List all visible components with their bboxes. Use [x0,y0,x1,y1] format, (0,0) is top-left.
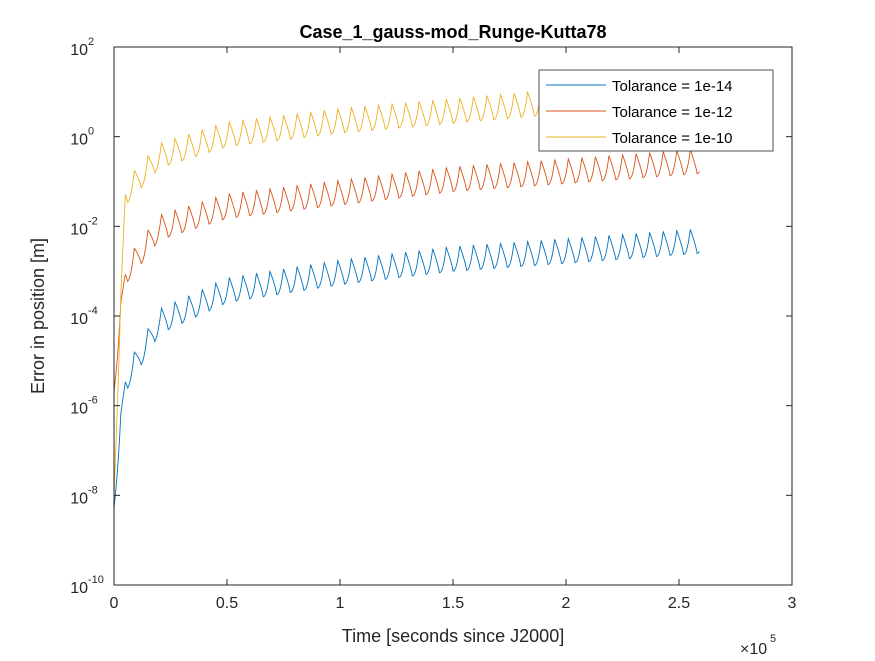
series-line-1 [113,149,700,393]
x-tick-label: 2 [562,595,571,612]
y-tick-exponent: 0 [88,126,94,138]
y-tick-base: 10 [70,311,88,328]
x-tick-label: 3 [788,595,797,612]
legend: Tolarance = 1e-14 Tolarance = 1e-12 Tolara… [538,69,774,152]
y-tick-base: 10 [70,132,88,149]
y-tick-label: 10 0 [70,126,94,149]
y-tick-base: 10 [70,42,88,59]
y-tick-exponent: -4 [88,305,98,317]
y-tick-exponent: -6 [88,395,98,407]
y-axis-label: Error in position [m] [28,238,48,394]
y-tick-base: 10 [70,580,88,597]
x-multiplier-base: ×10 [740,641,767,656]
y-tick-exponent: -8 [88,484,98,496]
y-tick-label: 10 -10 [70,574,104,597]
x-tick-label: 0 [110,595,119,612]
x-tick-label: 2.5 [668,595,690,612]
x-tick-label: 1.5 [442,595,464,612]
y-tick-exponent: -2 [88,215,98,227]
legend-label: Tolarance = 1e-10 [612,130,733,147]
legend-label: Tolarance = 1e-12 [612,104,733,121]
y-tick-base: 10 [70,490,88,507]
y-tick-label: 10 -6 [70,395,98,418]
y-tick-base: 10 [70,221,88,238]
x-axis-label: Time [seconds since J2000] [342,626,564,646]
x-multiplier: ×10 5 [740,633,776,658]
x-multiplier-exponent: 5 [770,633,776,645]
y-tick-exponent: -10 [88,574,104,586]
y-tick-base: 10 [70,401,88,418]
chart-title: Case_1_gauss-mod_Runge-Kutta78 [299,22,606,42]
y-tick-label: 10 -8 [70,484,98,507]
series-line-0 [113,229,700,509]
y-tick-label: 10 -2 [70,215,98,238]
x-tick-label: 0.5 [216,595,238,612]
legend-label: Tolarance = 1e-14 [612,78,733,95]
y-tick-label: 10 2 [70,36,94,59]
y-tick-exponent: 2 [88,36,94,48]
x-tick-label: 1 [336,595,345,612]
y-tick-label: 10 -4 [70,305,98,328]
